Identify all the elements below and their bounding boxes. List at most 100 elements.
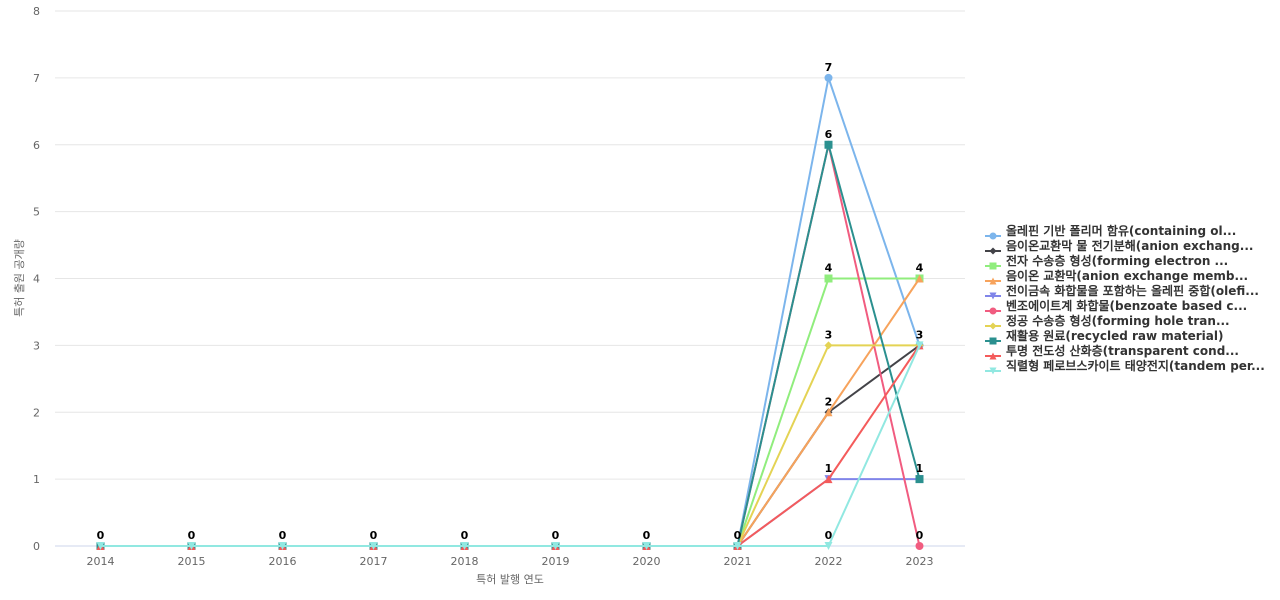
data-point [460,542,469,550]
data-point [96,542,105,550]
grid-lines [55,10,965,547]
x-tick-label: 2015 [178,555,206,568]
legend-label: 전이금속 화합물을 포함하는 올레핀 중합(olefi... [1006,284,1259,298]
y-tick-label: 6 [33,139,40,152]
y-tick-label: 8 [33,5,40,18]
series-line [100,76,921,547]
series-line [100,344,920,547]
y-tick-label: 1 [33,473,40,486]
data-label: 0 [97,529,105,542]
x-tick-label: 2022 [815,555,843,568]
legend-marker-icon [985,316,1001,329]
data-label: 0 [188,529,196,542]
legend-marker-icon [985,301,1001,314]
legend-label: 정공 수송층 형성(forming hole tran... [1006,314,1230,328]
series-line [100,344,921,547]
legend-marker-icon [985,346,1001,359]
data-label: 6 [825,128,833,141]
data-label: 0 [370,529,378,542]
y-axis-ticks: 0 1 2 3 4 5 6 7 8 [33,5,40,553]
data-label: 4 [916,262,924,275]
legend-item[interactable]: 재활용 원료(recycled raw material) [985,328,1265,344]
legend-label: 전자 수송층 형성(forming electron ... [1006,254,1229,268]
y-tick-label: 5 [33,206,40,219]
x-axis-title: 특허 발행 연도 [476,573,544,586]
data-labels: 0 0 0 0 0 0 0 0 7 6 4 3 2 1 0 4 3 1 0 [97,61,924,542]
series-5 [96,475,924,550]
legend-item[interactable]: 직렬형 페로브스카이트 태양전지(tandem per... [985,358,1265,374]
x-tick-label: 2023 [906,555,934,568]
data-label: 3 [916,328,924,341]
legend-item[interactable]: 음이온 교환막(anion exchange memb... [985,268,1265,284]
data-label: 1 [916,462,924,475]
x-tick-label: 2021 [724,555,752,568]
legend-item[interactable]: 정공 수송층 형성(forming hole tran... [985,313,1265,329]
legend-label: 음이온교환막 물 전기분해(anion exchang... [1006,239,1254,253]
data-point [824,140,833,149]
series-lines [96,73,924,550]
data-point [915,475,924,484]
data-label: 7 [825,61,833,74]
data-label: 1 [825,462,833,475]
legend-marker-icon [985,361,1001,374]
legend-item[interactable]: 올레핀 기반 폴리머 함유(containing ol... [985,223,1265,239]
x-tick-label: 2016 [269,555,297,568]
data-point [824,408,833,417]
legend-marker-icon [985,271,1001,284]
data-point [369,542,378,550]
y-tick-label: 7 [33,72,40,85]
data-label: 0 [643,529,651,542]
data-point [551,542,560,550]
legend-label: 음이온 교환막(anion exchange memb... [1006,269,1249,283]
legend-marker-icon [985,331,1001,344]
x-tick-label: 2019 [542,555,570,568]
data-point [824,542,833,550]
y-tick-label: 3 [33,339,40,352]
legend-marker-icon [985,286,1001,299]
legend-item[interactable]: 벤조에이트계 화합물(benzoate based c... [985,298,1265,314]
y-axis-title: 특허 출원 공개량 [13,239,26,317]
legend-label: 벤조에이트계 화합물(benzoate based c... [1006,299,1248,313]
legend-label: 직렬형 페로브스카이트 태양전지(tandem per... [1006,359,1265,373]
legend-item[interactable]: 전이금속 화합물을 포함하는 올레핀 중합(olefi... [985,283,1265,299]
data-label: 0 [279,529,287,542]
data-label: 0 [916,529,924,542]
data-point [824,73,833,82]
data-point [278,542,287,550]
x-tick-label: 2020 [633,555,661,568]
data-label: 4 [825,262,833,275]
data-point [642,542,651,550]
series-line [100,478,920,547]
legend-item[interactable]: 전자 수송층 형성(forming electron ... [985,253,1265,269]
y-tick-label: 4 [33,273,40,286]
y-tick-label: 0 [33,540,40,553]
series-10 [96,341,924,550]
legend-label: 올레핀 기반 폴리머 함유(containing ol... [1006,224,1237,238]
data-label: 3 [825,328,833,341]
data-label: 2 [825,395,833,408]
data-label: 0 [734,529,742,542]
data-label: 0 [552,529,560,542]
chart-legend: 올레핀 기반 폴리머 함유(containing ol... 음이온교환막 물 전… [985,223,1265,374]
series-7 [96,341,924,550]
legend-label: 투명 전도성 산화층(transparent cond... [1006,344,1239,358]
data-point [733,542,742,550]
data-point [915,274,924,283]
data-point [824,274,833,283]
series-1 [96,73,924,550]
legend-item[interactable]: 투명 전도성 산화층(transparent cond... [985,343,1265,359]
legend-marker-icon [985,241,1001,254]
data-point [187,542,196,550]
y-tick-label: 2 [33,406,40,419]
series-line [100,344,921,547]
x-tick-label: 2018 [451,555,479,568]
legend-label: 재활용 원료(recycled raw material) [1006,329,1224,343]
series-9 [96,341,924,550]
legend-marker-icon [985,256,1001,269]
legend-item[interactable]: 음이온교환막 물 전기분해(anion exchang... [985,238,1265,254]
data-point [915,341,924,350]
data-label: 0 [461,529,469,542]
data-point [824,341,833,350]
data-label: 0 [825,529,833,542]
